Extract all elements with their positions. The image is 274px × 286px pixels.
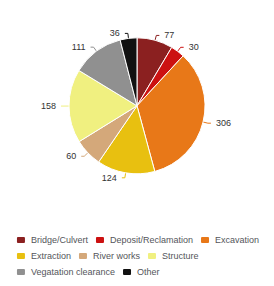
svg-text:River works: River works [93, 251, 141, 261]
svg-text:111: 111 [72, 42, 86, 52]
svg-text:158: 158 [41, 101, 56, 111]
svg-text:Deposit/Reclamation: Deposit/Reclamation [110, 235, 193, 245]
svg-text:306: 306 [216, 118, 231, 128]
svg-text:Other: Other [137, 267, 160, 277]
svg-text:36: 36 [110, 28, 120, 38]
svg-text:Vegatation clearance: Vegatation clearance [31, 267, 115, 277]
svg-text:Bridge/Culvert: Bridge/Culvert [31, 235, 89, 245]
svg-text:Extraction: Extraction [31, 251, 71, 261]
svg-text:77: 77 [164, 30, 174, 40]
svg-text:Structure: Structure [162, 251, 199, 261]
svg-text:124: 124 [102, 173, 117, 183]
svg-text:Excavation: Excavation [215, 235, 259, 245]
svg-text:60: 60 [66, 151, 76, 161]
svg-text:30: 30 [189, 42, 199, 52]
